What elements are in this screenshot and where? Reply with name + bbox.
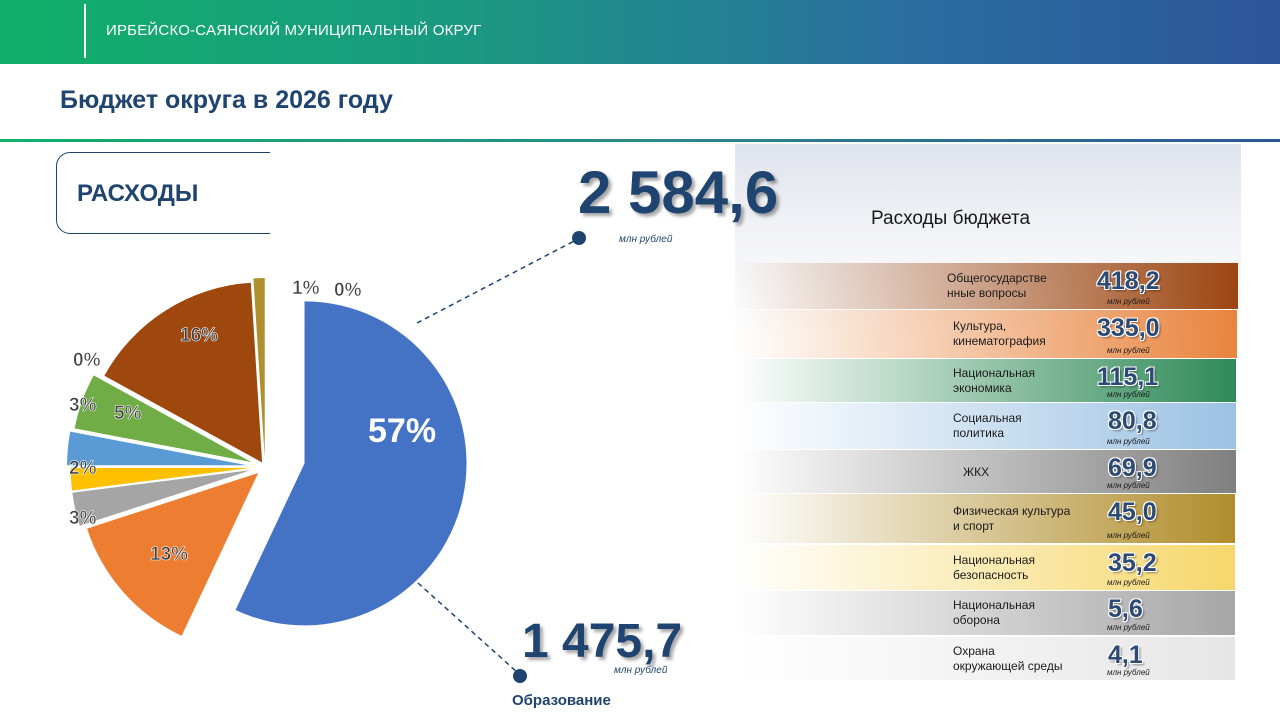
expense-category-label: ЖКХ bbox=[963, 465, 990, 479]
expense-value: 115,1 bbox=[1097, 363, 1159, 391]
pie-slice-label: 0% bbox=[334, 280, 362, 301]
pie-slice-label: 0% bbox=[73, 350, 101, 371]
expense-category-label: Общегосударстве нные вопросы bbox=[947, 271, 1047, 300]
title-divider bbox=[0, 139, 1280, 142]
expense-category-label: Национальная оборона bbox=[953, 598, 1035, 627]
expense-row: Культура, кинематография 335,0 млн рублей bbox=[735, 310, 1237, 358]
expense-category-label: Социальная политика bbox=[953, 411, 1022, 440]
pie-slice bbox=[70, 467, 251, 491]
expense-unit: млн рублей bbox=[1107, 390, 1150, 399]
pie-slice-label: 16% bbox=[180, 325, 218, 346]
expense-category-label: Национальная безопасность bbox=[953, 553, 1035, 582]
pie-slice bbox=[235, 301, 467, 626]
expense-value: 69,9 bbox=[1108, 454, 1157, 482]
expense-row: Общегосударстве нные вопросы 418,2 млн рубл… bbox=[735, 263, 1238, 309]
expense-unit: млн рублей bbox=[1107, 297, 1150, 306]
pie-slice bbox=[67, 431, 248, 466]
pie-slice bbox=[104, 282, 263, 463]
section-label: РАСХОДЫ bbox=[77, 180, 199, 207]
expense-row: Национальная оборона 5,6 млн рублей bbox=[735, 591, 1235, 635]
pie-slice bbox=[72, 470, 251, 526]
expense-row: Социальная политика 80,8 млн рублей bbox=[735, 403, 1236, 449]
expense-value: 418,2 bbox=[1097, 267, 1160, 295]
education-connector-dot bbox=[513, 669, 527, 683]
expense-value: 4,1 bbox=[1108, 641, 1143, 669]
expenses-panel-title: Расходы бюджета bbox=[871, 208, 1031, 229]
expense-value: 5,6 bbox=[1108, 595, 1143, 623]
pie-slice-label: 57% bbox=[368, 412, 436, 450]
total-connector-dot bbox=[572, 231, 586, 245]
expense-value: 35,2 bbox=[1108, 549, 1157, 577]
expense-row: Охрана окружающей среды 4,1 млн рублей bbox=[735, 637, 1235, 680]
expense-unit: млн рублей bbox=[1107, 346, 1150, 355]
page-title: Бюджет округа в 2026 году bbox=[60, 86, 393, 114]
education-value: 1 475,7 bbox=[522, 615, 683, 668]
expense-unit: млн рублей bbox=[1107, 578, 1150, 587]
education-connector-line bbox=[417, 582, 519, 674]
expense-category-label: Национальная экономика bbox=[953, 366, 1035, 395]
section-frame bbox=[56, 152, 270, 234]
pie-slice bbox=[87, 472, 259, 636]
expense-unit: млн рублей bbox=[1107, 623, 1150, 632]
total-connector-line bbox=[416, 238, 579, 324]
education-unit: млн рублей bbox=[614, 665, 668, 676]
expense-row: ЖКХ 69,9 млн рублей bbox=[735, 450, 1236, 493]
header-title: ИРБЕЙСКО-САЯНСКИЙ МУНИЦИПАЛЬНЫЙ ОКРУГ bbox=[106, 22, 482, 39]
expense-value: 45,0 bbox=[1108, 498, 1157, 526]
pie-slice-label: 3% bbox=[69, 395, 97, 416]
pie-slice-label: 13% bbox=[150, 544, 188, 565]
expense-unit: млн рублей bbox=[1107, 531, 1150, 540]
expense-unit: млн рублей bbox=[1107, 481, 1150, 490]
total-expenses-value: 2 584,6 bbox=[578, 159, 779, 226]
total-expenses-unit: млн рублей bbox=[619, 234, 673, 245]
pie-slice-label: 1% bbox=[292, 278, 320, 299]
expense-category-label: Охрана окружающей среды bbox=[953, 644, 1063, 673]
pie-slice-label: 2% bbox=[69, 458, 97, 479]
header-divider bbox=[84, 4, 86, 58]
expense-row: Физическая культура и спорт 45,0 млн рубле… bbox=[735, 494, 1235, 543]
pie-slice-label: 5% bbox=[114, 403, 142, 424]
expense-category-label: Культура, кинематография bbox=[953, 319, 1046, 348]
expense-category-label: Физическая культура и спорт bbox=[953, 504, 1071, 533]
expense-value: 335,0 bbox=[1097, 314, 1160, 342]
expense-unit: млн рублей bbox=[1107, 437, 1150, 446]
pie-slice bbox=[74, 375, 252, 463]
expense-row: Национальная безопасность 35,2 млн рублей bbox=[735, 545, 1235, 590]
expense-row: Национальная экономика 115,1 млн рублей bbox=[735, 359, 1236, 402]
expense-unit: млн рублей bbox=[1107, 668, 1150, 677]
expense-value: 80,8 bbox=[1108, 407, 1157, 435]
education-label: Образование bbox=[512, 692, 611, 709]
pie-slice-label: 3% bbox=[69, 508, 97, 529]
header-band bbox=[0, 0, 1280, 64]
pie-slice bbox=[253, 278, 265, 459]
